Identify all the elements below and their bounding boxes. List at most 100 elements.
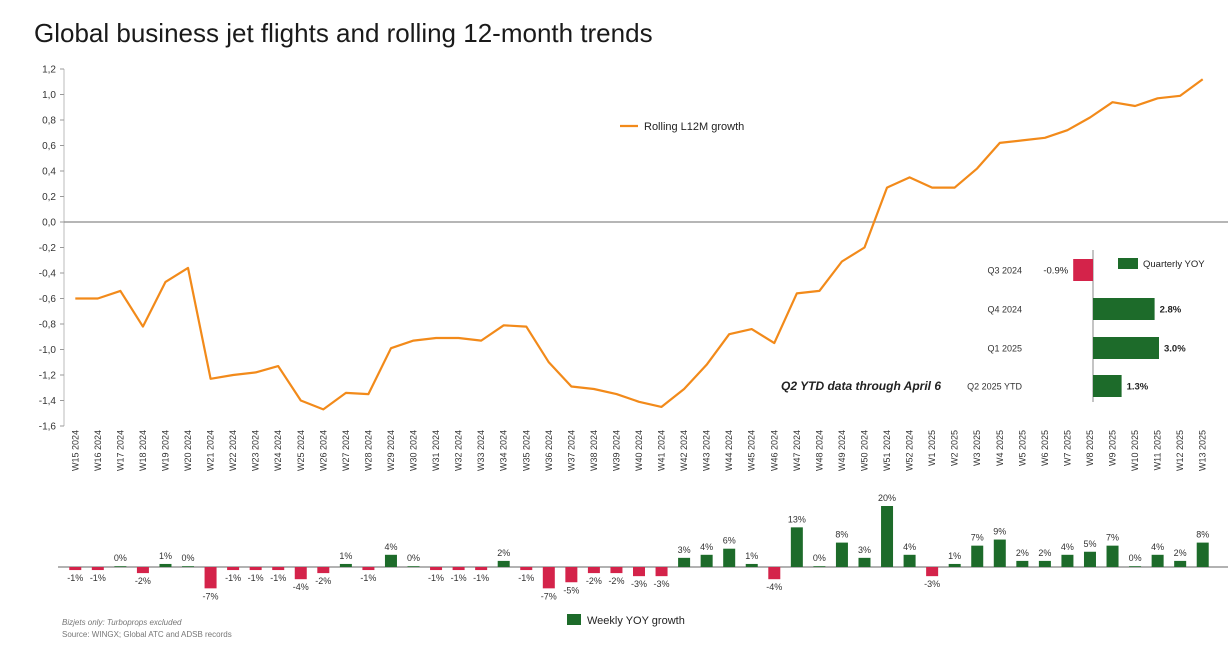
weekly-bar-label: -1% [90, 573, 106, 583]
weekly-bar-label: 13% [788, 514, 806, 524]
weekly-bar [1083, 551, 1096, 567]
quarterly-value-label: 3.0% [1164, 344, 1186, 355]
y-tick-label: 1,0 [42, 90, 56, 101]
weekly-bar [1151, 554, 1164, 567]
y-tick-label: -0,2 [39, 243, 57, 254]
x-tick-label: W37 2024 [566, 430, 576, 471]
x-tick-label: W32 2024 [454, 430, 464, 471]
weekly-bar-label: -7% [203, 591, 219, 601]
y-tick-label: 0,2 [42, 192, 56, 203]
weekly-bar [294, 567, 307, 580]
weekly-bar [159, 563, 172, 567]
x-tick-label: W16 2024 [93, 430, 103, 471]
quarterly-bar [1093, 337, 1159, 359]
x-tick-label: W13 2025 [1198, 430, 1208, 471]
weekly-bar [993, 539, 1006, 567]
x-tick-label: W5 2025 [1017, 430, 1027, 466]
quarterly-legend-swatch [1118, 258, 1138, 269]
weekly-bar-label: -1% [225, 573, 241, 583]
weekly-bar-label: 8% [1196, 530, 1209, 540]
weekly-bar [114, 566, 127, 567]
x-tick-label: W44 2024 [724, 430, 734, 471]
weekly-bar [317, 567, 330, 574]
x-tick-label: W40 2024 [634, 430, 644, 471]
x-tick-label: W43 2024 [702, 430, 712, 471]
weekly-bar-label: -1% [473, 573, 489, 583]
x-tick-label: W36 2024 [544, 430, 554, 471]
weekly-bar [227, 567, 240, 571]
weekly-bar-label: 7% [971, 533, 984, 543]
weekly-bar-label: -7% [541, 591, 557, 601]
quarterly-value-label: -0.9% [1043, 266, 1068, 277]
x-tick-label: W25 2024 [296, 430, 306, 471]
y-tick-label: -1,0 [39, 345, 57, 356]
x-tick-label: W52 2024 [905, 430, 915, 471]
weekly-bar [700, 554, 713, 567]
x-tick-label: W20 2024 [183, 430, 193, 471]
x-tick-label: W46 2024 [769, 430, 779, 471]
x-tick-label: W30 2024 [409, 430, 419, 471]
x-tick-label: W24 2024 [273, 430, 283, 471]
weekly-bar-label: -3% [654, 579, 670, 589]
weekly-bar [881, 506, 894, 567]
y-tick-label: -1,4 [39, 396, 57, 407]
y-tick-label: 0,4 [42, 167, 56, 178]
weekly-bar-label: -4% [766, 582, 782, 592]
weekly-bar-label: 4% [903, 542, 916, 552]
weekly-bar [655, 567, 668, 577]
weekly-bar-label: -4% [293, 582, 309, 592]
weekly-bar [91, 567, 104, 571]
weekly-bar-label: -2% [315, 576, 331, 586]
legends-layer: Rolling L12M growth Weekly YOY growth Quar… [567, 121, 1205, 627]
weekly-bar [587, 567, 600, 574]
weekly-bar-label: -1% [360, 573, 376, 583]
x-tick-label: W9 2025 [1108, 430, 1118, 466]
weekly-bar-label: -1% [270, 573, 286, 583]
weekly-bar-label: 0% [182, 553, 195, 563]
weekly-bar-label: -2% [586, 576, 602, 586]
weekly-bar [475, 567, 488, 571]
quarterly-bar [1093, 375, 1122, 397]
quarterly-value-label: 1.3% [1127, 382, 1149, 393]
x-tick-label: W42 2024 [679, 430, 689, 471]
weekly-bar [452, 567, 465, 571]
x-tick-label: W45 2024 [747, 430, 757, 471]
weekly-bar-label: -1% [428, 573, 444, 583]
weekly-bar-label: 2% [1016, 548, 1029, 558]
weekly-bar [136, 567, 149, 574]
quarterly-annotation: Q2 YTD data through April 6 [781, 379, 941, 393]
weekly-bar [407, 566, 420, 567]
weekly-bar-label: 1% [339, 551, 352, 561]
x-tick-label: W12 2025 [1175, 430, 1185, 471]
x-tick-label: W19 2024 [160, 430, 170, 471]
x-tick-label: W11 2025 [1153, 430, 1163, 470]
weekly-bar-label: 2% [497, 548, 510, 558]
x-tick-label: W35 2024 [521, 430, 531, 471]
weekly-bar-label: 2% [1174, 548, 1187, 558]
weekly-bar-label: 7% [1106, 533, 1119, 543]
weekly-bar [565, 567, 578, 583]
y-tick-label: -0,4 [39, 269, 57, 280]
weekly-legend-label: Weekly YOY growth [587, 615, 685, 627]
weekly-bar-label: 20% [878, 493, 896, 503]
line-legend-label: Rolling L12M growth [644, 121, 744, 133]
weekly-bar-label: 0% [407, 553, 420, 563]
weekly-bar [1174, 560, 1187, 567]
weekly-bar [362, 567, 375, 571]
x-tick-label: W49 2024 [837, 430, 847, 471]
weekly-bar [520, 567, 533, 571]
weekly-bar-label: 4% [1151, 542, 1164, 552]
weekly-bar-label: 0% [1129, 553, 1142, 563]
x-tick-label: W29 2024 [386, 430, 396, 471]
weekly-bar [430, 567, 443, 571]
weekly-bar [926, 567, 939, 577]
weekly-bar [384, 554, 397, 567]
weekly-bar [903, 554, 916, 567]
weekly-bar-label: 6% [723, 536, 736, 546]
weekly-bar-label: -5% [563, 585, 579, 595]
weekly-bar-label: -1% [67, 573, 83, 583]
quarterly-category-label: Q1 2025 [987, 344, 1022, 354]
weekly-bar [745, 563, 758, 567]
weekly-bar [813, 566, 826, 567]
y-axis: 1,2 1,0 0,8 0,6 0,4 0,2 0,0 -0,2 -0,4 -0,6 -0,8 -1,… [39, 65, 1228, 433]
